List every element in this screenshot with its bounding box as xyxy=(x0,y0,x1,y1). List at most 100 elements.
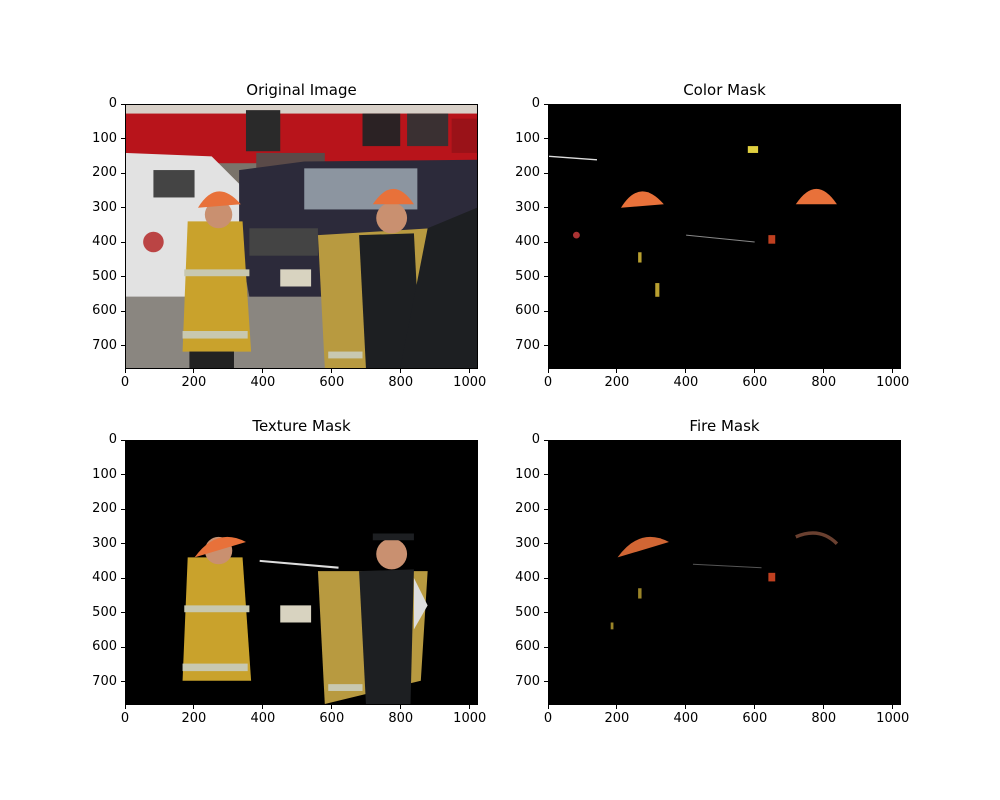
y-tick-mark xyxy=(121,103,125,105)
y-tick-mark xyxy=(544,646,548,648)
x-tick-mark xyxy=(685,369,687,373)
image-axes xyxy=(548,104,901,369)
image-axes xyxy=(125,104,478,369)
y-tick-label: 300 xyxy=(515,199,540,215)
x-tick-label: 800 xyxy=(811,375,837,390)
y-tick-mark xyxy=(544,138,548,139)
x-tick-mark xyxy=(547,705,549,709)
y-tick-label: 400 xyxy=(92,234,117,250)
y-tick-mark xyxy=(544,439,548,441)
y-tick-label: 600 xyxy=(515,303,540,319)
x-tick-mark xyxy=(685,705,687,709)
x-tick-label: 0 xyxy=(543,375,553,390)
y-tick-mark xyxy=(121,207,125,209)
x-tick-label: 400 xyxy=(673,375,699,390)
y-tick-label: 0 xyxy=(531,96,540,111)
y-tick-mark xyxy=(544,103,548,105)
y-tick-mark xyxy=(121,577,125,579)
x-tick-mark xyxy=(124,705,126,709)
y-tick-label: 500 xyxy=(92,268,117,284)
y-tick-mark xyxy=(544,276,548,278)
x-tick-mark xyxy=(616,369,618,373)
y-tick-mark xyxy=(544,241,548,243)
x-tick-label: 1000 xyxy=(876,375,910,390)
y-tick-label: 300 xyxy=(515,535,540,551)
y-tick-label: 100 xyxy=(515,130,540,146)
x-tick-mark xyxy=(892,705,894,709)
y-tick-label: 200 xyxy=(92,165,117,180)
x-tick-mark xyxy=(262,705,264,709)
y-tick-label: 0 xyxy=(531,432,540,447)
y-tick-label: 600 xyxy=(92,303,117,319)
y-tick-label: 200 xyxy=(92,501,117,516)
y-tick-mark xyxy=(544,612,548,614)
x-tick-mark xyxy=(616,705,618,709)
y-tick-mark xyxy=(121,276,125,278)
y-tick-mark xyxy=(544,543,548,545)
x-tick-label: 1000 xyxy=(876,711,910,726)
y-tick-mark xyxy=(121,310,125,312)
x-tick-mark xyxy=(469,369,471,373)
y-tick-mark xyxy=(121,508,125,510)
panel-title: Texture Mask xyxy=(252,417,351,435)
y-tick-mark xyxy=(121,646,125,648)
y-tick-mark xyxy=(544,508,548,510)
y-tick-mark xyxy=(544,172,548,174)
y-tick-mark xyxy=(121,439,125,441)
x-tick-mark xyxy=(400,369,402,373)
y-tick-mark xyxy=(544,681,548,683)
y-tick-label: 700 xyxy=(92,337,117,353)
fire-mask-image xyxy=(549,441,900,704)
y-tick-label: 100 xyxy=(515,466,540,482)
x-tick-mark xyxy=(892,369,894,373)
x-tick-label: 1000 xyxy=(453,711,487,726)
x-tick-mark xyxy=(262,369,264,373)
y-tick-mark xyxy=(544,310,548,312)
y-tick-mark xyxy=(544,207,548,209)
y-tick-mark xyxy=(544,474,548,475)
x-tick-label: 0 xyxy=(543,711,553,726)
x-tick-mark xyxy=(193,705,195,709)
x-tick-label: 400 xyxy=(250,375,276,390)
x-tick-mark xyxy=(823,369,825,373)
y-tick-mark xyxy=(121,345,125,347)
x-tick-label: 200 xyxy=(181,375,207,390)
x-tick-mark xyxy=(193,369,195,373)
y-tick-label: 0 xyxy=(108,96,117,111)
x-tick-label: 800 xyxy=(811,711,837,726)
image-axes xyxy=(548,440,901,705)
x-tick-mark xyxy=(331,705,333,709)
y-tick-label: 400 xyxy=(515,570,540,586)
x-tick-label: 600 xyxy=(319,375,345,390)
y-tick-label: 300 xyxy=(92,535,117,551)
x-tick-label: 600 xyxy=(742,711,768,726)
x-tick-mark xyxy=(469,705,471,709)
y-tick-label: 700 xyxy=(515,673,540,689)
y-tick-label: 700 xyxy=(92,673,117,689)
x-tick-mark xyxy=(331,369,333,373)
y-tick-label: 400 xyxy=(515,234,540,250)
y-tick-label: 700 xyxy=(515,337,540,353)
x-tick-label: 200 xyxy=(604,375,630,390)
x-tick-label: 200 xyxy=(604,711,630,726)
x-tick-mark xyxy=(754,705,756,709)
y-tick-mark xyxy=(121,681,125,683)
x-tick-label: 400 xyxy=(673,711,699,726)
y-tick-label: 600 xyxy=(92,639,117,655)
x-tick-label: 600 xyxy=(319,711,345,726)
y-tick-mark xyxy=(544,577,548,579)
y-tick-label: 200 xyxy=(515,501,540,516)
x-tick-label: 1000 xyxy=(453,375,487,390)
y-tick-label: 100 xyxy=(92,466,117,482)
x-tick-label: 600 xyxy=(742,375,768,390)
y-tick-label: 500 xyxy=(92,604,117,620)
y-tick-mark xyxy=(121,172,125,174)
x-tick-label: 400 xyxy=(250,711,276,726)
y-tick-label: 200 xyxy=(515,165,540,180)
y-tick-label: 500 xyxy=(515,268,540,284)
y-tick-label: 500 xyxy=(515,604,540,620)
x-tick-mark xyxy=(124,369,126,373)
image-axes xyxy=(125,440,478,705)
x-tick-label: 0 xyxy=(120,711,130,726)
x-tick-label: 800 xyxy=(388,711,414,726)
